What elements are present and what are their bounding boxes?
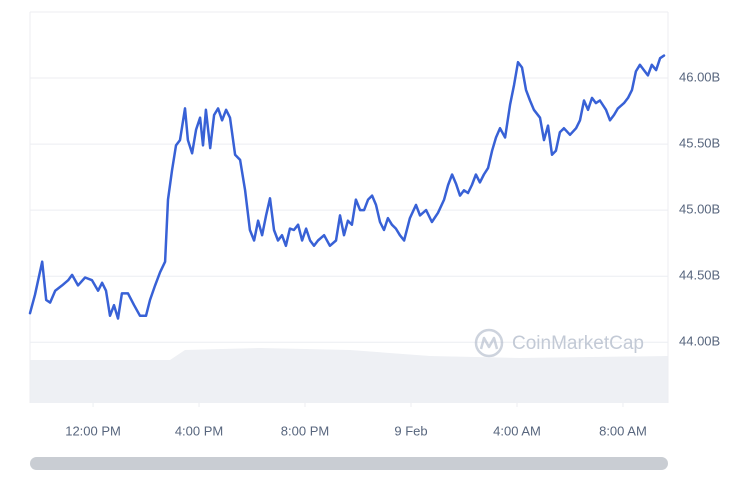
price-line <box>28 54 666 320</box>
watermark: CoinMarketCap <box>512 333 644 354</box>
scrollbar[interactable] <box>30 457 668 470</box>
y-tick-label: 45.00B <box>679 202 720 217</box>
x-tick-label: 8:00 AM <box>599 423 647 438</box>
x-tick-label: 9 Feb <box>394 423 427 438</box>
y-tick-label: 44.50B <box>679 268 720 283</box>
x-tick-label: 12:00 PM <box>65 423 121 438</box>
volume-area <box>30 348 668 403</box>
y-tick-label: 44.00B <box>679 334 720 349</box>
y-tick-label: 45.50B <box>679 136 720 151</box>
y-tick-label: 46.00B <box>679 69 720 84</box>
watermark-logo <box>474 328 504 358</box>
x-tick-label: 8:00 PM <box>281 423 329 438</box>
x-tick-label: 4:00 AM <box>493 423 541 438</box>
x-tick-label: 4:00 PM <box>175 423 223 438</box>
